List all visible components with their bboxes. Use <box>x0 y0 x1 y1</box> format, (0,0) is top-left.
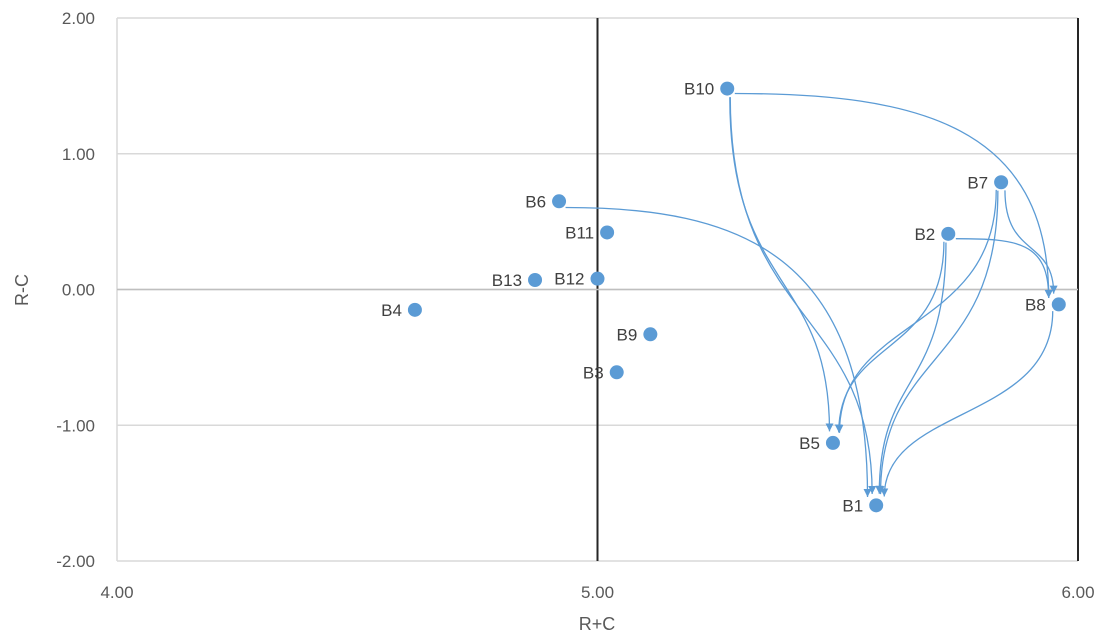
point-b7 <box>994 175 1009 190</box>
arrow-b2-to-b5 <box>834 241 945 433</box>
y-tick-label: 1.00 <box>62 145 95 164</box>
arrow-b6-to-b1 <box>565 206 872 498</box>
arrow-b7-to-b5 <box>835 189 997 433</box>
point-label-b10: B10 <box>684 80 714 99</box>
point-label-b7: B7 <box>967 173 988 192</box>
point-b1 <box>869 498 884 513</box>
y-tick-label: -2.00 <box>56 552 95 571</box>
point-label-b12: B12 <box>554 270 584 289</box>
point-b10 <box>720 81 735 96</box>
point-labels: B1 B2 B3 B4 B5 B6 B7 B8 B9 B10 B11 B12 B13 <box>381 80 1046 516</box>
point-label-b5: B5 <box>799 434 820 453</box>
arrow-b8-to-b1 <box>880 311 1054 497</box>
point-b4 <box>407 302 422 317</box>
point-b3 <box>609 365 624 380</box>
point-label-b2: B2 <box>914 225 935 244</box>
point-b6 <box>552 194 567 209</box>
y-tick-label: 2.00 <box>62 9 95 28</box>
point-b8 <box>1051 297 1066 312</box>
arrow-b7-to-b1 <box>876 190 999 495</box>
y-tick-label: 0.00 <box>62 281 95 300</box>
y-axis-title: R-C <box>12 274 32 306</box>
data-points <box>407 81 1066 513</box>
arrow-b10-to-b1 <box>729 97 877 495</box>
x-tick-label: 4.00 <box>100 583 133 602</box>
point-label-b11: B11 <box>565 223 594 242</box>
arrow-b2-to-b1 <box>875 242 947 494</box>
x-tick-label: 5.00 <box>581 583 614 602</box>
point-label-b8: B8 <box>1025 295 1046 314</box>
point-label-b9: B9 <box>617 325 638 344</box>
point-label-b4: B4 <box>381 301 402 320</box>
arrow-b7-to-b8 <box>1004 190 1058 294</box>
point-b9 <box>643 327 658 342</box>
point-label-b3: B3 <box>583 363 604 382</box>
point-b5 <box>825 435 840 450</box>
point-b13 <box>528 272 543 287</box>
point-label-b13: B13 <box>492 271 522 290</box>
arrow-b10-to-b5 <box>729 97 834 432</box>
point-b2 <box>941 226 956 241</box>
tick-labels: 2.00 1.00 0.00 -1.00 -2.00 4.00 5.00 6.00 <box>56 9 1094 602</box>
point-b12 <box>590 271 605 286</box>
arrow-b2-to-b8 <box>955 238 1053 298</box>
x-axis-title: R+C <box>579 614 616 634</box>
point-b11 <box>600 225 615 240</box>
x-tick-label: 6.00 <box>1061 583 1094 602</box>
y-tick-label: -1.00 <box>56 416 95 435</box>
point-label-b6: B6 <box>525 192 546 211</box>
influence-arrows <box>565 92 1058 498</box>
arrow-b10-to-b8 <box>734 92 1053 298</box>
axes <box>116 18 1079 561</box>
point-label-b1: B1 <box>842 496 863 515</box>
